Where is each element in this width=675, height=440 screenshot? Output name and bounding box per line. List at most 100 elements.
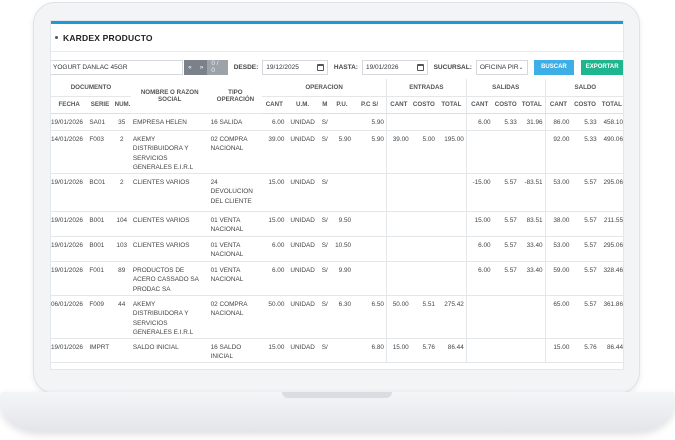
cell-s-cant [465,338,493,363]
col-saldo-total: TOTAL [598,96,623,114]
cell-pcs: 5.90 [353,113,387,131]
cell-fecha: 19/01/2026 [51,211,88,237]
table-row[interactable]: 19/01/2026 B001 103 CLIENTES VARIOS 01 VENTA… [51,236,623,262]
cell-pu: 10.50 [330,236,354,262]
table-row[interactable]: 14/01/2026 F003 2 AKEMY DISTRIBUIDORA Y SER… [51,130,623,174]
cell-s-cant [465,295,493,339]
cell-num [112,338,131,363]
table-row[interactable]: 19/01/2026 BC01 2 CLIENTES VARIOS 24 DEVOLUC… [51,173,623,212]
hasta-date-field[interactable]: 19/01/2026 [361,59,428,75]
cell-m: S/ [318,211,331,237]
cell-tipo: 01 VENTA NACIONAL [208,211,263,237]
cell-m: S/ [318,173,331,212]
cell-nombre: EMPRESA HELEN [130,113,209,131]
sucursal-select[interactable]: OFICINA PIR ⌄ [475,59,528,75]
prev-page-button[interactable]: « [184,59,196,75]
cell-b-costo: 5.57 [571,295,599,339]
laptop-notch [282,392,392,398]
cell-pu [330,173,354,212]
table-row[interactable]: 19/01/2026 IMPRT SALDO INICIAL 16 SALDO INI… [51,338,623,363]
cell-e-cant: 50.00 [385,295,411,339]
table-row[interactable]: 19/01/2026 B001 104 CLIENTES VARIOS 01 VENTA… [51,211,623,237]
cell-s-total: 33.40 [518,236,546,262]
cell-b-cant: 53.00 [544,173,572,212]
table-row[interactable]: 19/01/2026 SA01 35 EMPRESA HELEN 16 SALIDA 6.… [51,113,623,131]
cell-b-total: 295.06 [598,236,623,262]
cell-pcs [353,261,387,296]
cell-e-cant [385,236,411,262]
cell-num: 35 [112,113,131,131]
cell-s-costo: 5.57 [492,236,519,262]
cell-b-costo: 5.33 [571,130,599,174]
cell-s-costo: 5.57 [492,211,519,237]
cell-nombre: CLIENTES VARIOS [130,236,209,262]
cell-um: UNIDAD [286,173,319,212]
cell-pcs: 6.50 [353,295,387,339]
cell-pu [330,113,354,131]
next-page-button[interactable]: » [195,59,208,75]
cell-serie: IMPRT [87,338,113,363]
exportar-button[interactable]: EXPORTAR [581,59,623,75]
cell-s-cant: 6.00 [465,113,493,131]
cell-e-total [436,261,467,296]
cell-s-costo [492,295,519,339]
sucursal-label: SUCURSAL: [433,63,472,71]
chevron-down-icon: ⌄ [518,64,524,71]
calendar-icon[interactable] [416,63,424,71]
cell-e-cant [385,211,411,237]
cell-b-total: 295.06 [598,173,623,212]
cell-nombre: CLIENTES VARIOS [130,173,209,212]
kardex-table: DOCUMENTO NOMBRE O RAZON SOCIAL TIPO OPE… [51,79,623,363]
desde-label: DESDE: [233,63,259,71]
cell-b-total: 328.46 [598,261,623,296]
cell-tipo: 01 VENTA NACIONAL [208,261,263,296]
cell-serie: B001 [87,236,113,262]
cell-s-costo: 5.57 [492,173,519,212]
col-serie: SERIE [87,96,113,114]
cell-tipo: 16 SALDO INICIAL [208,338,263,363]
cell-serie: B001 [87,211,113,237]
group-saldo: SALDO [544,79,623,97]
cell-nombre: PRODUCTOS DE ACERO CASSADO SA PRODAC SA [130,261,209,296]
cell-s-total: 31.96 [518,113,546,131]
buscar-button[interactable]: BUSCAR [533,59,575,75]
cell-serie: F003 [87,130,113,174]
cell-e-total: 195.00 [436,130,467,174]
cell-tipo: 01 VENTA NACIONAL [208,236,263,262]
table-row[interactable]: 06/01/2026 F009 44 AKEMY DISTRIBUIDORA Y SE… [51,295,623,339]
cell-um: UNIDAD [286,130,319,174]
cell-m: S/ [318,338,331,363]
app-screen: KARDEX PRODUCTO YOGURT DANLAC 45GR « » 0… [50,20,624,370]
cell-um: UNIDAD [286,295,319,339]
cell-e-total: 275.42 [436,295,467,339]
cell-cant: 6.00 [262,236,287,262]
cell-fecha: 19/01/2026 [51,113,88,131]
cell-s-total [518,295,546,339]
cell-m: S/ [318,236,331,262]
cell-s-cant [465,130,493,174]
cell-num: 2 [112,173,131,212]
col-entrada-costo: COSTO [410,96,437,114]
cell-nombre: AKEMY DISTRIBUIDORA Y SERVICIOS GENERALE… [130,130,209,174]
cell-b-cant: 65.00 [544,295,572,339]
cell-b-costo: 5.57 [571,261,599,296]
cell-s-total: 33.40 [518,261,546,296]
group-documento: DOCUMENTO [51,79,131,97]
cell-e-cant: 15.00 [385,338,411,363]
product-input[interactable]: YOGURT DANLAC 45GR [51,59,184,75]
desde-date-field[interactable]: 19/12/2025 [262,59,328,75]
cell-s-costo [492,338,519,363]
cell-tipo: 02 COMPRA NACIONAL [208,295,263,339]
cell-m: S/ [318,295,331,339]
table-row[interactable]: 19/01/2026 F001 89 PRODUCTOS DE ACERO CASSA… [51,261,623,296]
cell-pcs [353,211,387,237]
cell-b-costo: 5.76 [571,338,599,363]
calendar-icon[interactable] [316,63,324,71]
cell-nombre: SALDO INICIAL [130,338,209,363]
desde-date-value: 19/12/2025 [266,63,299,71]
cell-e-cant: 39.00 [385,130,411,174]
filter-bar: YOGURT DANLAC 45GR « » 0 / 0 DESDE: 19/1… [51,58,623,76]
cell-b-costo: 5.33 [571,113,599,131]
cell-s-total: -83.51 [518,173,546,212]
cell-num: 103 [112,236,131,262]
